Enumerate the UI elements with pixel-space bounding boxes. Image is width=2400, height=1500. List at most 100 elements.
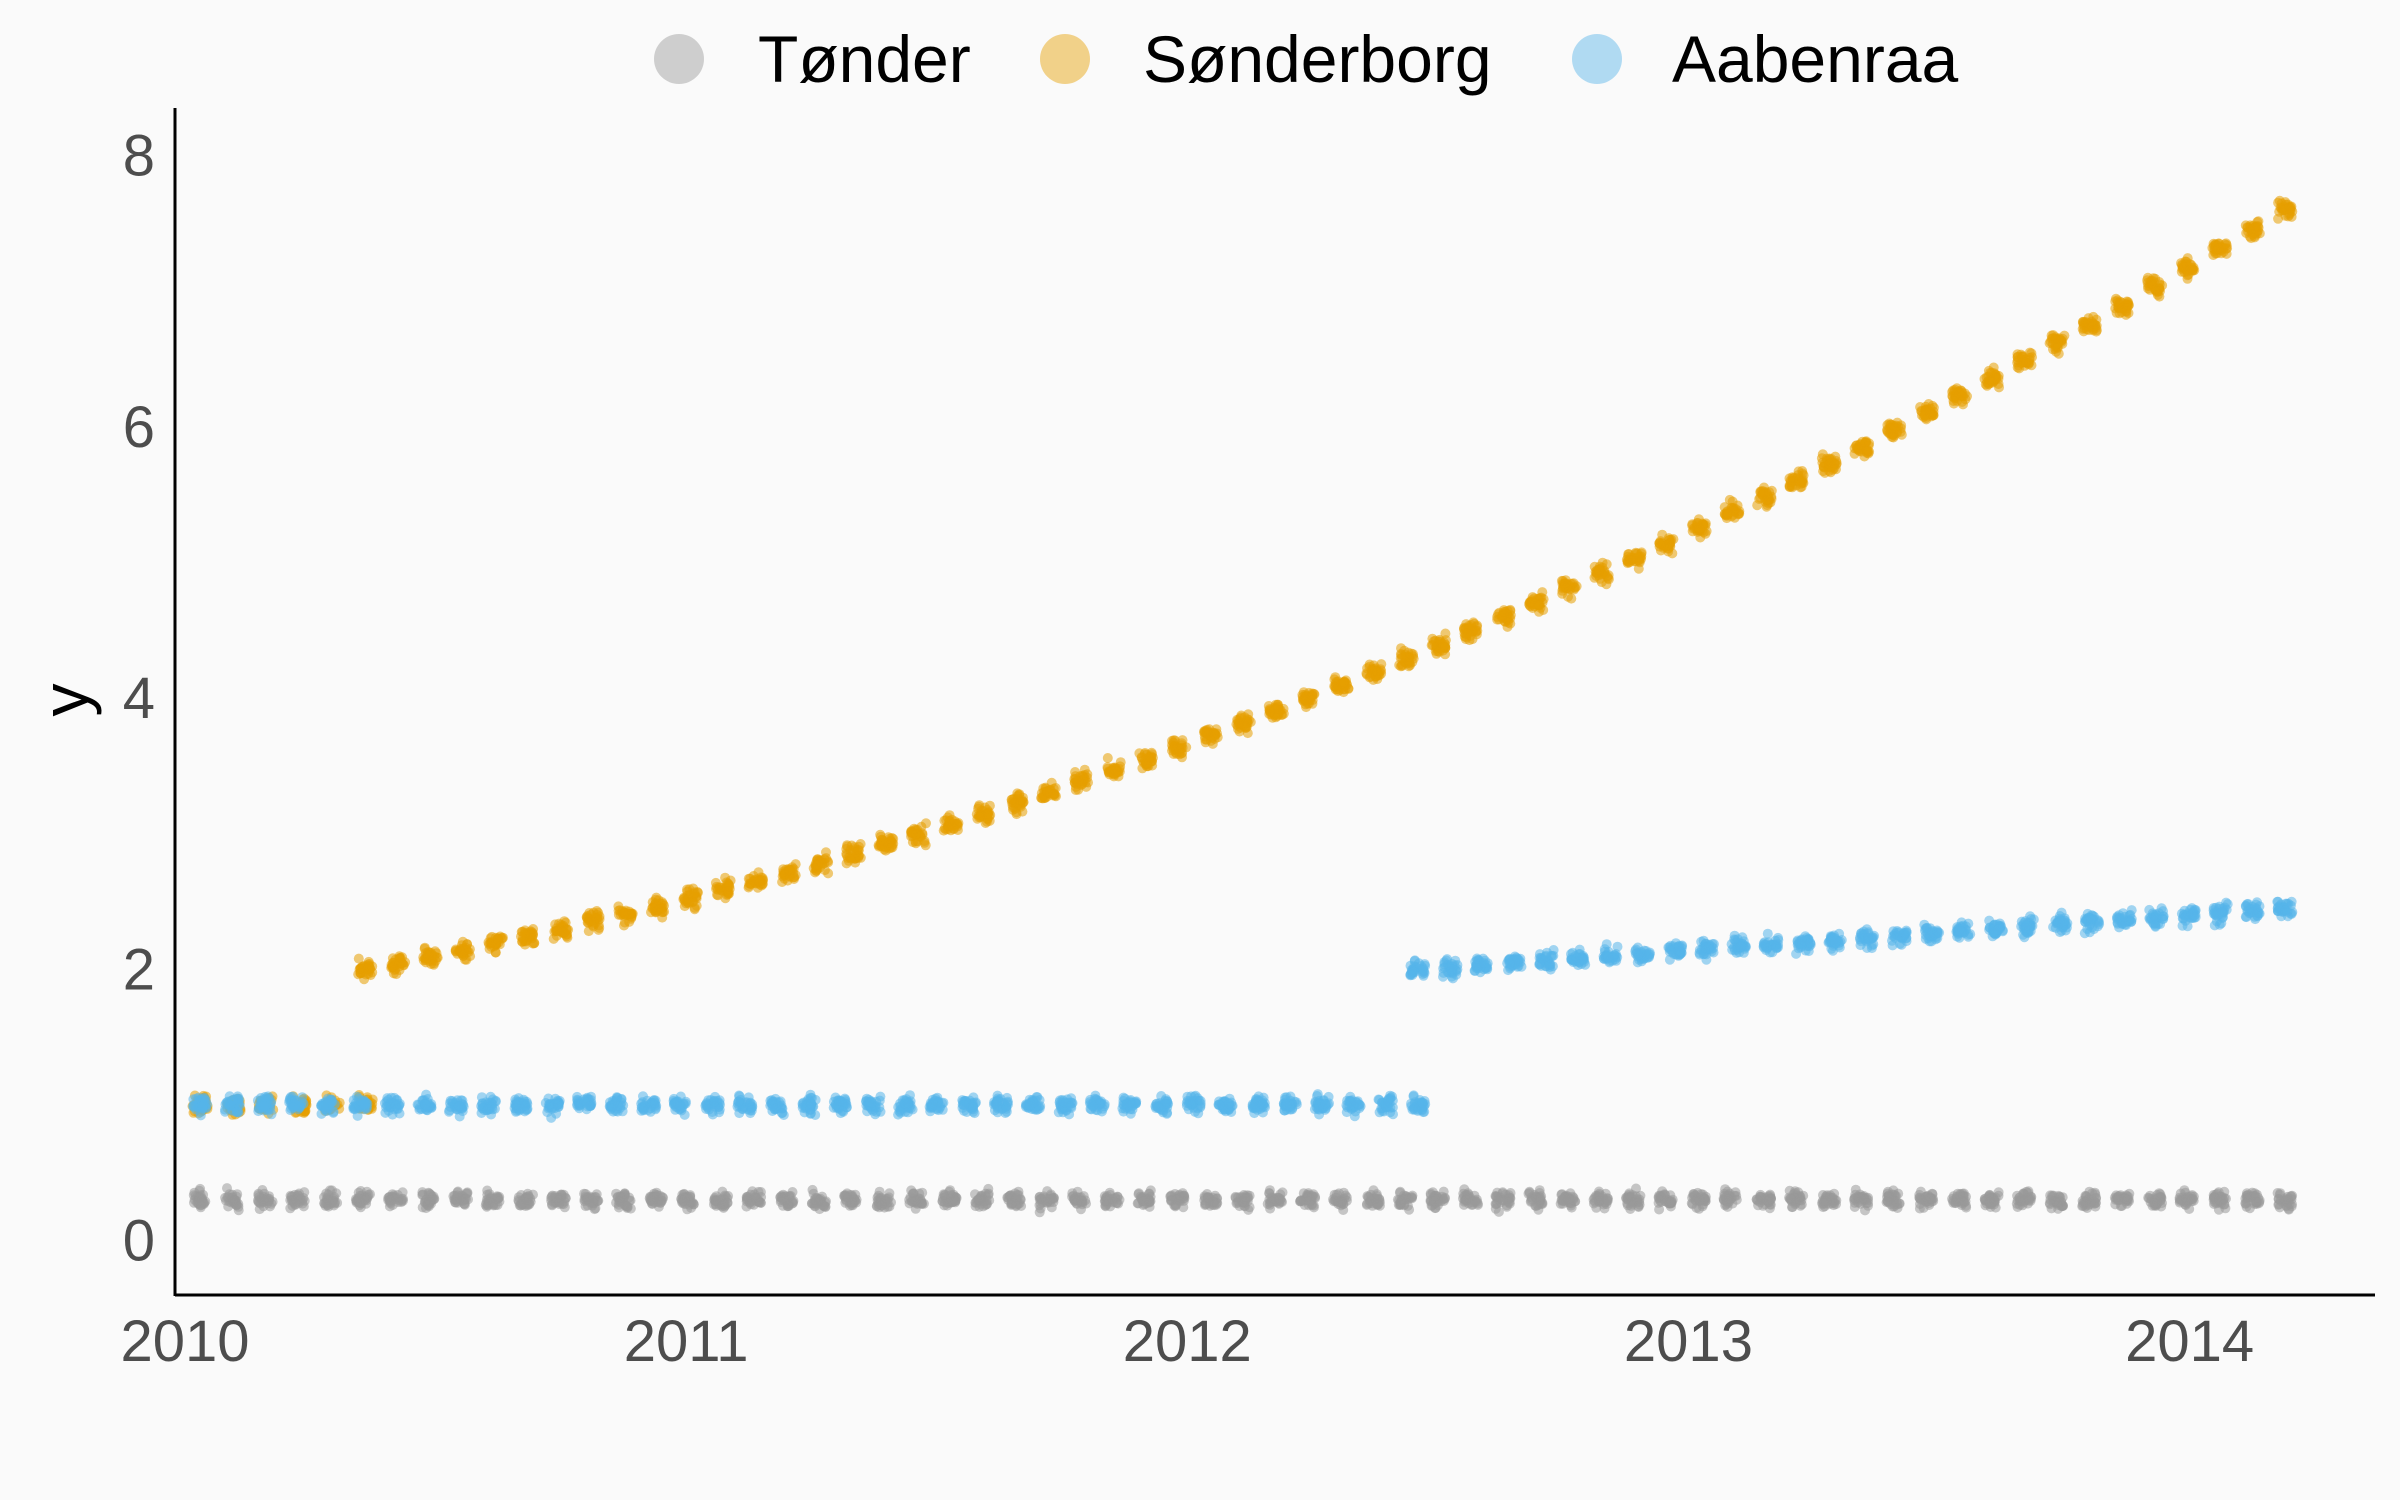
legend-key-tonder [654, 34, 704, 84]
point-aabenraa [578, 1094, 589, 1105]
point-aabenraa [253, 1106, 264, 1117]
point-sonderborg [1403, 661, 1414, 672]
point-tonder [1883, 1197, 1894, 1208]
point-aabenraa [392, 1094, 402, 1105]
point-tonder [1849, 1193, 1860, 1204]
point-tonder [983, 1183, 994, 1194]
point-aabenraa [393, 1103, 403, 1114]
point-tonder [516, 1190, 527, 1200]
legend-item-tonder: Tønder [654, 22, 971, 96]
point-sonderborg [2221, 248, 2232, 259]
point-aabenraa [1021, 1099, 1031, 1110]
point-tonder [1133, 1188, 1144, 1199]
point-sonderborg [1109, 769, 1120, 780]
point-tonder [1795, 1195, 1805, 1205]
point-aabenraa [1193, 1108, 1204, 1119]
point-sonderborg [984, 800, 995, 811]
legend-label-aabenraa: Aabenraa [1672, 22, 1959, 96]
point-tonder [1490, 1203, 1501, 1214]
point-aabenraa [220, 1099, 231, 1110]
point-sonderborg [2014, 363, 2025, 374]
point-sonderborg [1046, 777, 1057, 788]
point-aabenraa [260, 1091, 271, 1102]
point-aabenraa [709, 1096, 720, 1107]
point-tonder [1700, 1191, 1711, 1202]
point-tonder [2152, 1190, 2162, 1200]
point-aabenraa [550, 1093, 561, 1104]
point-sonderborg [1400, 652, 1410, 662]
point-sonderborg [1862, 446, 1873, 457]
point-tonder [2274, 1189, 2285, 1200]
point-aabenraa [1226, 1107, 1237, 1117]
point-tonder [1037, 1197, 1048, 1208]
point-aabenraa [959, 1095, 970, 1106]
point-sonderborg [2142, 272, 2153, 283]
point-sonderborg [938, 825, 949, 836]
point-sonderborg [1466, 620, 1477, 630]
point-aabenraa [992, 1107, 1003, 1118]
point-sonderborg [1177, 735, 1188, 746]
point-sonderborg [1102, 753, 1113, 763]
point-tonder [807, 1184, 818, 1195]
point-tonder [553, 1195, 564, 1206]
point-sonderborg [1884, 418, 1895, 429]
point-tonder [1177, 1188, 1188, 1199]
point-tonder [355, 1202, 366, 1213]
point-tonder [2287, 1190, 2298, 1201]
point-tonder [195, 1183, 206, 1194]
point-tonder [876, 1200, 887, 1211]
point-sonderborg [486, 936, 497, 947]
point-tonder [1200, 1199, 1211, 1210]
point-tonder [329, 1198, 340, 1209]
point-aabenraa [650, 1097, 660, 1108]
point-aabenraa [834, 1095, 845, 1106]
point-tonder [360, 1194, 371, 1205]
point-tonder [424, 1188, 435, 1199]
point-aabenraa [1162, 1096, 1173, 1107]
point-tonder [655, 1191, 666, 1201]
point-aabenraa [514, 1104, 525, 1115]
point-sonderborg [457, 949, 468, 960]
point-sonderborg [1919, 410, 1930, 421]
point-tonder [2175, 1188, 2186, 1199]
point-tonder [1336, 1197, 1347, 1208]
point-sonderborg [1694, 525, 1705, 536]
point-sonderborg [1145, 752, 1156, 763]
point-tonder [1307, 1190, 1317, 1201]
point-sonderborg [2187, 264, 2198, 275]
point-aabenraa [937, 1098, 948, 1109]
point-sonderborg [1764, 487, 1775, 498]
point-tonder [320, 1200, 331, 1211]
point-sonderborg [431, 948, 442, 959]
point-tonder [323, 1189, 334, 1200]
point-aabenraa [540, 1098, 551, 1108]
point-tonder [950, 1195, 961, 1206]
point-aabenraa [797, 1102, 808, 1113]
point-sonderborg [1337, 678, 1348, 689]
point-aabenraa [895, 1107, 906, 1118]
point-sonderborg [1361, 669, 1372, 680]
point-aabenraa [1223, 1098, 1234, 1109]
point-sonderborg [353, 953, 364, 964]
point-sonderborg [1434, 646, 1445, 657]
point-sonderborg [1492, 614, 1503, 625]
point-aabenraa [733, 1096, 744, 1107]
point-sonderborg [1661, 540, 1672, 551]
point-sonderborg [1278, 703, 1289, 714]
point-tonder [778, 1192, 788, 1203]
point-sonderborg [974, 812, 985, 823]
point-sonderborg [1988, 374, 1999, 385]
point-sonderborg [921, 818, 931, 829]
legend: Tønder Sønderborg Aabenraa [654, 22, 1959, 96]
legend-label-sonderborg: Sønderborg [1143, 22, 1492, 96]
point-tonder [1863, 1198, 1873, 1209]
point-sonderborg [1538, 594, 1549, 605]
point-sonderborg [1593, 565, 1604, 576]
point-sonderborg [1364, 661, 1375, 672]
point-tonder [1730, 1187, 1741, 1198]
point-aabenraa [233, 1107, 244, 1118]
point-aabenraa [581, 1104, 592, 1115]
point-sonderborg [1461, 632, 1472, 643]
point-tonder [741, 1194, 752, 1204]
point-tonder [1727, 1198, 1738, 1209]
